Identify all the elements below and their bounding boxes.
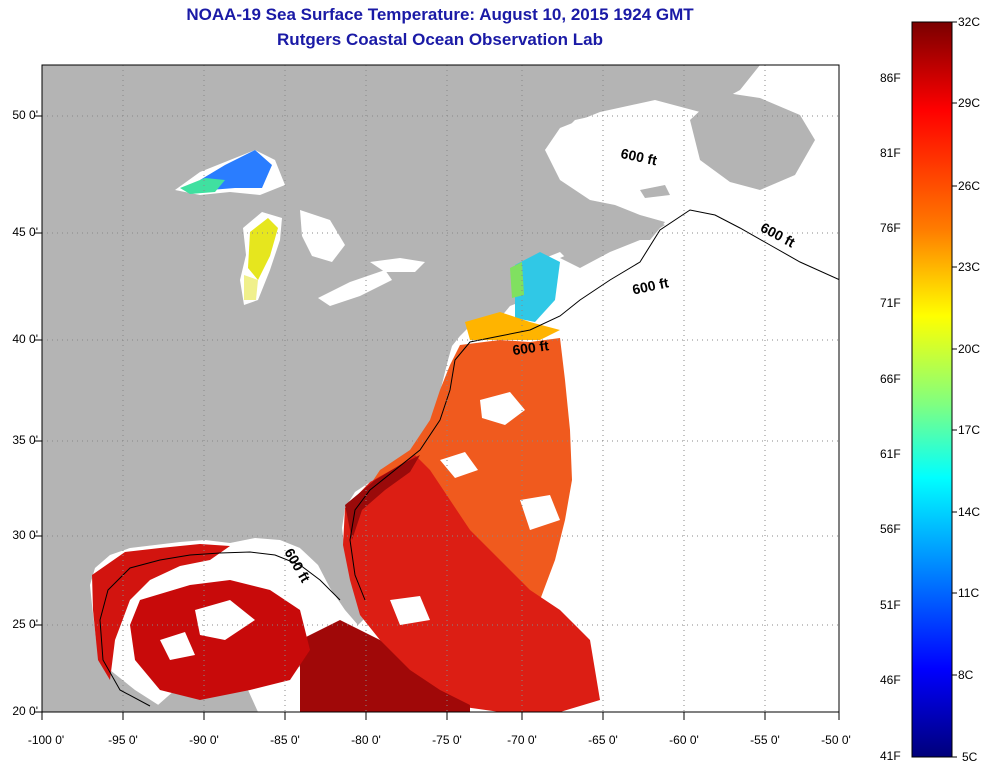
colorbar-celsius-label: 14C bbox=[958, 505, 981, 519]
sst-gulf-of-maine bbox=[515, 252, 560, 322]
sst-lake-michigan-s bbox=[244, 275, 258, 300]
x-tick-label: -90 0' bbox=[189, 733, 219, 747]
sst-gulf-stream bbox=[345, 455, 420, 540]
sst-lake-superior-warm bbox=[180, 178, 225, 194]
contour-label: 600 ft bbox=[619, 145, 658, 168]
pei bbox=[640, 185, 670, 198]
cloud-patch bbox=[160, 632, 195, 660]
contour-label: 600 ft bbox=[511, 337, 550, 358]
colorbar-celsius-label: 5C bbox=[962, 750, 978, 764]
cloud-patch bbox=[390, 596, 430, 625]
depth-contour-gulf bbox=[99, 551, 341, 707]
sst-gulf-mexico-center bbox=[130, 580, 310, 700]
colorbar-fahrenheit-label: 71F bbox=[880, 296, 901, 310]
cloud-patch bbox=[520, 495, 560, 530]
axis-ticks bbox=[34, 115, 840, 720]
newfoundland bbox=[690, 92, 815, 190]
gulf-st-lawrence bbox=[545, 108, 690, 190]
map-subtitle: Rutgers Coastal Ocean Observation Lab bbox=[277, 30, 603, 49]
y-tick-label: 40 0' bbox=[12, 332, 38, 346]
nova-scotia bbox=[560, 218, 665, 268]
x-tick-label: -100 0' bbox=[27, 733, 65, 747]
sst-caribbean bbox=[300, 620, 470, 712]
sst-gulf-mexico-west bbox=[92, 544, 230, 680]
colorbar-celsius-label: 20C bbox=[958, 342, 981, 356]
x-tick-label: -65 0' bbox=[588, 733, 618, 747]
y-tick-label: 20 0' bbox=[12, 704, 38, 718]
sst-lake-michigan bbox=[248, 218, 278, 280]
y-tick-label: 50 0' bbox=[12, 108, 38, 122]
colorbar-ticks bbox=[952, 21, 957, 758]
colorbar-celsius-label: 8C bbox=[958, 668, 974, 682]
land-north-america bbox=[42, 65, 760, 712]
x-tick-label: -70 0' bbox=[507, 733, 537, 747]
colorbar-celsius-label: 29C bbox=[958, 96, 981, 110]
lake-huron bbox=[300, 210, 345, 262]
colorbar-fahrenheit-label: 81F bbox=[880, 146, 901, 160]
y-tick-label: 25 0' bbox=[12, 617, 38, 631]
colorbar-celsius-label: 23C bbox=[958, 260, 981, 274]
colorbar-fahrenheit-label: 76F bbox=[880, 221, 901, 235]
colorbar-celsius-label: 17C bbox=[958, 423, 981, 437]
cloud-patch bbox=[480, 392, 525, 425]
colorbar-fahrenheit-label: 46F bbox=[880, 673, 901, 687]
colorbar-fahrenheit-label: 51F bbox=[880, 598, 901, 612]
cloud-patch bbox=[440, 452, 478, 478]
x-tick-label: -55 0' bbox=[750, 733, 780, 747]
sst-gom-green bbox=[510, 262, 524, 298]
x-tick-label: -75 0' bbox=[432, 733, 462, 747]
colorbar-fahrenheit-label: 61F bbox=[880, 447, 901, 461]
x-tick-label: -50 0' bbox=[821, 733, 851, 747]
florida bbox=[300, 548, 365, 625]
colorbar-fahrenheit-label: 41F bbox=[880, 749, 901, 763]
lake-ontario bbox=[370, 258, 425, 272]
contour-label: 600 ft bbox=[631, 274, 670, 297]
y-tick-label: 45 0' bbox=[12, 225, 38, 239]
sst-atlantic-red bbox=[343, 455, 600, 712]
x-tick-label: -95 0' bbox=[108, 733, 138, 747]
x-tick-label: -85 0' bbox=[270, 733, 300, 747]
colorbar-celsius-label: 32C bbox=[958, 15, 981, 29]
colorbar-celsius-label: 26C bbox=[958, 179, 981, 193]
colorbar-fahrenheit-label: 56F bbox=[880, 522, 901, 536]
cloud-patch bbox=[195, 600, 255, 640]
colorbar-celsius-label: 11C bbox=[958, 586, 980, 600]
y-tick-label: 30 0' bbox=[12, 528, 38, 542]
y-tick-label: 35 0' bbox=[12, 433, 38, 447]
colorbar-fahrenheit-label: 86F bbox=[880, 71, 901, 85]
lake-erie bbox=[318, 270, 392, 306]
sst-shelf-ne bbox=[465, 312, 560, 340]
x-tick-label: -80 0' bbox=[351, 733, 381, 747]
colorbar bbox=[911, 21, 953, 758]
map-title: NOAA-19 Sea Surface Temperature: August … bbox=[186, 5, 694, 24]
colorbar-fahrenheit-label: 66F bbox=[880, 372, 901, 386]
x-tick-label: -60 0' bbox=[669, 733, 699, 747]
depth-contour-600ft bbox=[349, 209, 839, 601]
